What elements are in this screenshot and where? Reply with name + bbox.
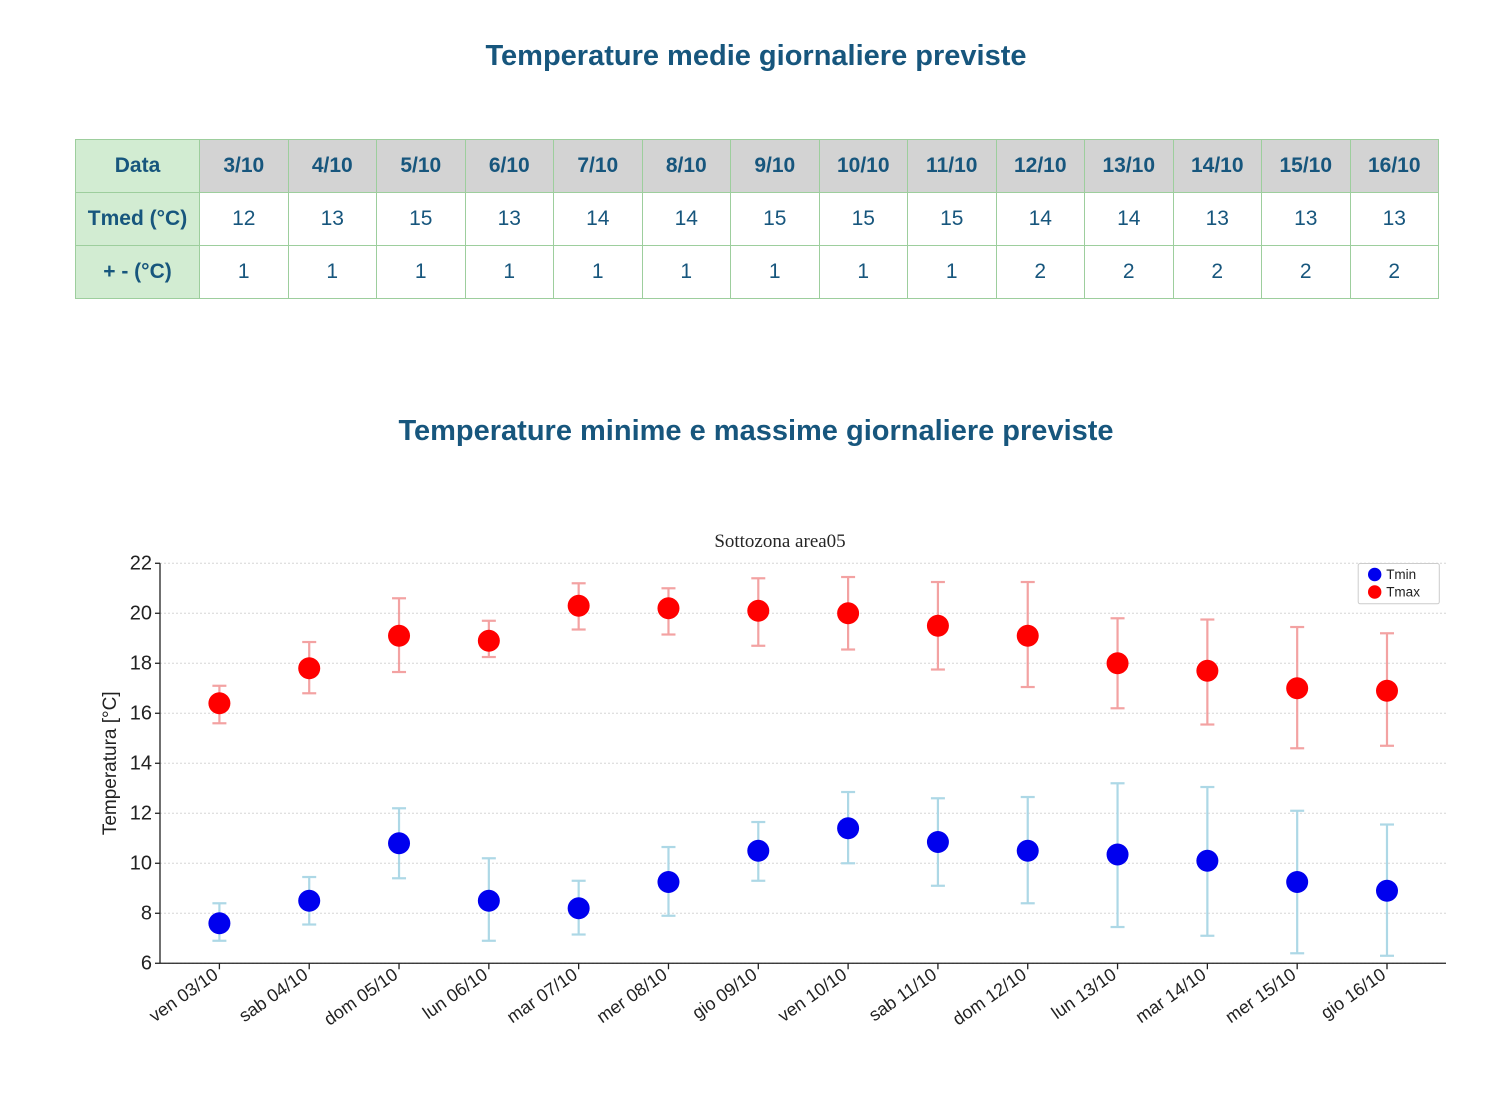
svg-text:ven 03/10: ven 03/10 [145,964,221,1026]
svg-text:lun 13/10: lun 13/10 [1048,964,1120,1023]
svg-text:mar 14/10: mar 14/10 [1132,964,1210,1027]
svg-text:6: 6 [141,952,152,974]
svg-text:16: 16 [130,702,152,724]
svg-text:mer 08/10: mer 08/10 [593,964,671,1027]
svg-text:lun 06/10: lun 06/10 [419,964,491,1023]
svg-text:Tmax: Tmax [1386,585,1420,600]
svg-text:Temperatura [°C]: Temperatura [°C] [100,691,121,835]
svg-text:20: 20 [130,602,152,624]
svg-text:mar 07/10: mar 07/10 [503,964,581,1027]
svg-text:ven 10/10: ven 10/10 [774,964,850,1026]
svg-text:dom 05/10: dom 05/10 [320,964,401,1029]
svg-text:sab 04/10: sab 04/10 [235,964,311,1026]
svg-text:10: 10 [130,852,152,874]
svg-text:12: 12 [130,802,152,824]
svg-text:Tmin: Tmin [1386,567,1416,582]
svg-text:gio 09/10: gio 09/10 [688,964,760,1023]
svg-text:8: 8 [141,902,152,924]
svg-text:mer 15/10: mer 15/10 [1222,964,1300,1027]
svg-text:gio 16/10: gio 16/10 [1317,964,1389,1023]
svg-text:14: 14 [130,752,152,774]
svg-text:sab 11/10: sab 11/10 [865,964,940,1025]
svg-text:18: 18 [130,652,152,674]
svg-text:dom 12/10: dom 12/10 [949,964,1030,1029]
svg-text:22: 22 [130,555,152,574]
